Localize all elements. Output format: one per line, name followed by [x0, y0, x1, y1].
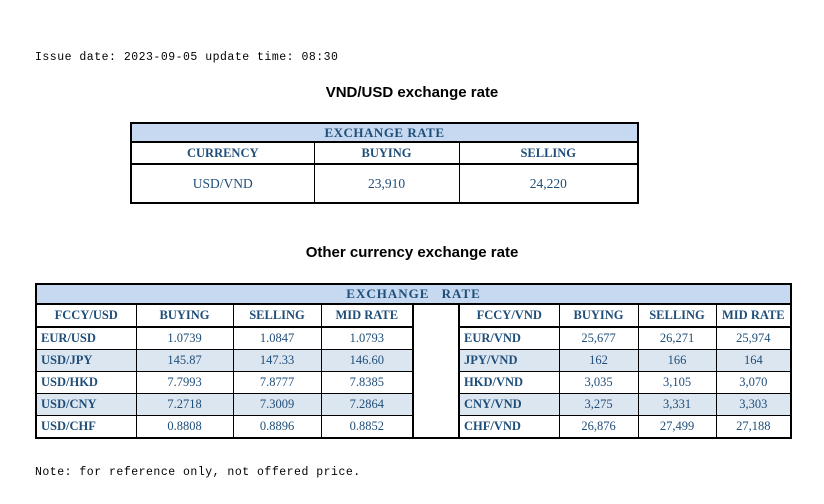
buying-rate-cell: 0.8808 [135, 415, 234, 439]
column-header-buying: BUYING [558, 303, 639, 328]
column-header-row: CURRENCY BUYING SELLING [130, 141, 639, 165]
mid-rate-cell: 146.60 [320, 349, 414, 372]
selling-rate-cell: 1.0847 [232, 326, 322, 350]
currency-pair-cell: EUR/VND [458, 326, 560, 350]
currency-pair-cell: USD/CNY [35, 393, 137, 416]
buying-rate-cell: 1.0739 [135, 326, 234, 350]
mid-rate-cell: 7.8385 [320, 371, 414, 394]
buying-rate-cell: 145.87 [135, 349, 234, 372]
currency-pair-cell: USD/JPY [35, 349, 137, 372]
selling-rate-cell: 147.33 [232, 349, 322, 372]
currency-pair-cell: USD/HKD [35, 371, 137, 394]
table-row: USD/VND 23,910 24,220 [130, 163, 639, 204]
other-currency-rate-table: EXCHANGE RATE FCCY/USD BUYING SELLING MI… [35, 283, 793, 439]
usd-table-title: VND/USD exchange rate [325, 84, 499, 101]
selling-rate-cell: 27,499 [637, 415, 717, 439]
mid-rate-cell: 1.0793 [320, 326, 414, 350]
currency-pair-cell: HKD/VND [458, 371, 560, 394]
buying-rate-cell: 3,275 [558, 393, 639, 416]
currency-pair-cell: JPY/VND [458, 349, 560, 372]
usd-vnd-rate-table: EXCHANGE RATE CURRENCY BUYING SELLING US… [130, 122, 640, 204]
buying-rate-cell: 25,677 [558, 326, 639, 350]
column-header-selling: SELLING [637, 303, 717, 328]
column-header-mid-rate: MID RATE [320, 303, 414, 328]
mid-rate-cell: 0.8852 [320, 415, 414, 439]
mid-rate-cell: 3,070 [715, 371, 792, 394]
selling-rate-cell: 24,220 [458, 163, 639, 204]
buying-rate-cell: 23,910 [313, 163, 460, 204]
exchange-rate-header: EXCHANGE RATE [35, 283, 792, 305]
column-header-mid-rate: MID RATE [715, 303, 792, 328]
mid-rate-cell: 25,974 [715, 326, 792, 350]
column-header-selling: SELLING [232, 303, 322, 328]
table-row: EUR/USD 1.0739 1.0847 1.0793 EUR/VND 25,… [35, 326, 792, 350]
buying-rate-cell: 3,035 [558, 371, 639, 394]
mid-rate-cell: 27,188 [715, 415, 792, 439]
other-table-title: Other currency exchange rate [305, 244, 519, 261]
issue-date-text: Issue date: 2023-09-05 update time: 08:3… [35, 51, 339, 64]
column-header-buying: BUYING [313, 141, 460, 165]
mid-rate-cell: 164 [715, 349, 792, 372]
buying-rate-cell: 162 [558, 349, 639, 372]
buying-rate-cell: 26,876 [558, 415, 639, 439]
selling-rate-cell: 0.8896 [232, 415, 322, 439]
selling-rate-cell: 7.3009 [232, 393, 322, 416]
table-header-row: EXCHANGE RATE [35, 283, 792, 305]
column-header-fccy-vnd: FCCY/VND [458, 303, 560, 328]
exchange-rate-header: EXCHANGE RATE [130, 122, 639, 143]
table-row: USD/CNY 7.2718 7.3009 7.2864 CNY/VND 3,2… [35, 393, 792, 416]
mid-rate-cell: 3,303 [715, 393, 792, 416]
currency-pair-cell: USD/VND [130, 163, 315, 204]
currency-pair-cell: USD/CHF [35, 415, 137, 439]
column-header-selling: SELLING [458, 141, 639, 165]
column-header-buying: BUYING [135, 303, 234, 328]
column-header-currency: CURRENCY [130, 141, 315, 165]
buying-rate-cell: 7.7993 [135, 371, 234, 394]
selling-rate-cell: 7.8777 [232, 371, 322, 394]
selling-rate-cell: 166 [637, 349, 717, 372]
column-header-fccy-usd: FCCY/USD [35, 303, 137, 328]
column-header-row: FCCY/USD BUYING SELLING MID RATE FCCY/VN… [35, 303, 792, 439]
mid-rate-cell: 7.2864 [320, 393, 414, 416]
table-row: USD/HKD 7.7993 7.8777 7.8385 HKD/VND 3,0… [35, 371, 792, 394]
table-row: USD/CHF 0.8808 0.8896 0.8852 CHF/VND 26,… [35, 415, 792, 439]
table-row: USD/JPY 145.87 147.33 146.60 JPY/VND 162… [35, 349, 792, 372]
buying-rate-cell: 7.2718 [135, 393, 234, 416]
note-text: Note: for reference only, not offered pr… [35, 466, 361, 479]
selling-rate-cell: 3,105 [637, 371, 717, 394]
spacer-column [412, 303, 460, 439]
currency-pair-cell: CNY/VND [458, 393, 560, 416]
selling-rate-cell: 26,271 [637, 326, 717, 350]
currency-pair-cell: CHF/VND [458, 415, 560, 439]
selling-rate-cell: 3,331 [637, 393, 717, 416]
table-header-row: EXCHANGE RATE [130, 122, 639, 143]
currency-pair-cell: EUR/USD [35, 326, 137, 350]
